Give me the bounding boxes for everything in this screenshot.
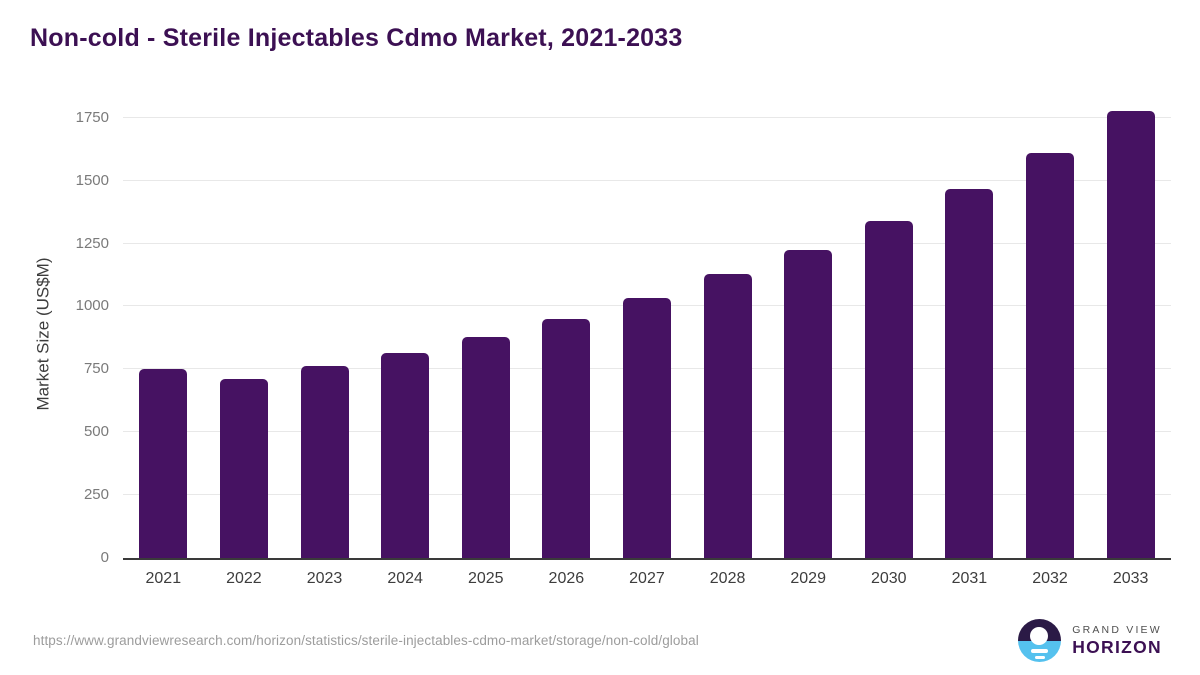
x-label-2027: 2027 bbox=[629, 570, 665, 587]
x-label-2022: 2022 bbox=[226, 570, 262, 587]
bar-slot-2029 bbox=[768, 110, 849, 558]
bar-slot-2025 bbox=[445, 110, 526, 558]
bar-2024 bbox=[381, 352, 430, 558]
y-axis-title-wrap: Market Size (US$M) bbox=[26, 110, 62, 558]
y-tick-label: 750 bbox=[83, 360, 109, 378]
bar-slot-2021 bbox=[123, 110, 204, 558]
bar-2027 bbox=[622, 297, 671, 558]
grid-line-1500 bbox=[123, 179, 1171, 181]
bar-2025 bbox=[461, 337, 510, 558]
logo-reflection-dash-2 bbox=[1034, 655, 1045, 659]
x-label-2021: 2021 bbox=[145, 570, 182, 587]
bar-slot-2031 bbox=[929, 110, 1010, 558]
logo-sun-circle bbox=[1030, 627, 1049, 645]
bar-2030 bbox=[864, 220, 913, 558]
x-label-2030: 2030 bbox=[870, 570, 907, 587]
bar-slot-2028 bbox=[687, 110, 768, 558]
grand-view-horizon-logo: GRAND VIEW HORIZON bbox=[1018, 619, 1162, 662]
bar-2031 bbox=[945, 189, 994, 558]
bar-2028 bbox=[703, 274, 752, 558]
x-label-2023: 2023 bbox=[306, 570, 343, 587]
logo-text-grand-view: GRAND VIEW bbox=[1072, 623, 1162, 636]
bar-2021 bbox=[139, 369, 188, 558]
bar-slot-2032 bbox=[1010, 110, 1091, 558]
x-label-2032: 2032 bbox=[1032, 570, 1068, 587]
y-tick-label: 1000 bbox=[75, 297, 109, 315]
y-tick-label: 0 bbox=[100, 549, 109, 566]
logo-text: GRAND VIEW HORIZON bbox=[1072, 623, 1162, 657]
x-label-2029: 2029 bbox=[790, 570, 826, 587]
bar-slot-2030 bbox=[848, 110, 929, 558]
x-axis-labels: 2021 2022 2023 2024 2025 2026 2027 2028 2029 2030… bbox=[123, 570, 1171, 588]
horizon-sun-icon bbox=[1018, 619, 1062, 662]
bar-2022 bbox=[219, 379, 268, 558]
y-axis-title: Market Size (US$M) bbox=[34, 257, 53, 411]
x-label-2024: 2024 bbox=[387, 570, 423, 587]
y-tick-label: 1250 bbox=[75, 234, 109, 252]
logo-reflection-dash-1 bbox=[1031, 649, 1049, 653]
bar-2032 bbox=[1026, 152, 1074, 558]
bar-2029 bbox=[784, 249, 833, 558]
chart-title: Non-cold - Sterile Injectables Cdmo Mark… bbox=[30, 24, 683, 52]
y-tick-label: 500 bbox=[83, 423, 109, 441]
x-label-2031: 2031 bbox=[951, 570, 988, 587]
bar-2023 bbox=[300, 366, 349, 558]
source-url[interactable]: https://www.grandviewresearch.com/horizo… bbox=[33, 633, 699, 648]
y-tick-label: 1500 bbox=[75, 171, 109, 189]
x-label-2026: 2026 bbox=[548, 570, 585, 587]
footer: https://www.grandviewresearch.com/horizo… bbox=[0, 606, 1200, 675]
y-tick-label: 250 bbox=[83, 486, 109, 504]
bar-slot-2026 bbox=[526, 110, 607, 558]
bar-2026 bbox=[542, 318, 591, 558]
grid-line-1250 bbox=[123, 242, 1171, 244]
y-tick-label: 1750 bbox=[75, 108, 109, 126]
x-label-2033: 2033 bbox=[1112, 570, 1149, 587]
bar-slot-2033 bbox=[1090, 110, 1171, 558]
plot-area: 0 250 500 750 1000 1250 1500 1750 bbox=[76, 109, 1171, 566]
bar-2033 bbox=[1106, 110, 1155, 558]
bar-slot-2022 bbox=[204, 110, 285, 558]
logo-text-horizon: HORIZON bbox=[1072, 637, 1162, 657]
bar-slot-2023 bbox=[284, 110, 365, 558]
grid-line-1750 bbox=[123, 116, 1171, 118]
bar-slot-2024 bbox=[365, 110, 446, 558]
x-label-2025: 2025 bbox=[467, 570, 504, 587]
bars-container bbox=[123, 110, 1171, 558]
x-label-2028: 2028 bbox=[709, 570, 746, 587]
bar-slot-2027 bbox=[607, 110, 688, 558]
